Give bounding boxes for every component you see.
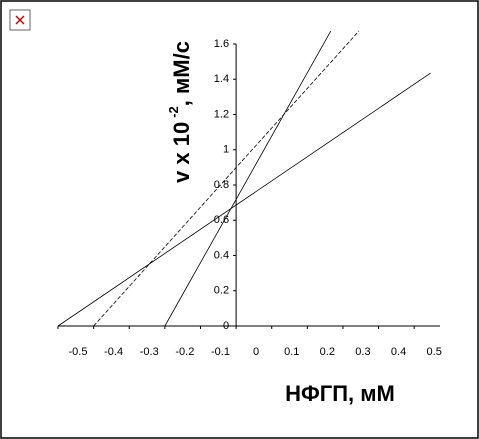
- y-tick-label: 1.2: [214, 108, 229, 120]
- x-tick-label: 0.2: [320, 346, 335, 358]
- x-tick-label: 0.4: [391, 346, 406, 358]
- y-axis-title-exponent: -2: [166, 106, 181, 118]
- data-line: [164, 30, 332, 327]
- x-tick-label: -0.4: [104, 346, 123, 358]
- x-tick-label: -0.3: [140, 346, 159, 358]
- x-tick-label: -0.1: [211, 346, 230, 358]
- x-tick-label: -0.2: [175, 346, 194, 358]
- x-axis-title: НФГП, мМ: [285, 381, 395, 406]
- y-axis-title-unit: , мМ/с: [169, 41, 194, 106]
- y-tick-label: 1.4: [214, 73, 229, 85]
- y-tick-label: 1: [223, 144, 229, 156]
- x-tick-label: 0.1: [284, 346, 299, 358]
- y-axis-title-base: v x 10: [169, 122, 194, 183]
- y-tick-label: 0.6: [214, 214, 229, 226]
- y-tick-label: 1.6: [214, 38, 229, 50]
- y-tick-label: 0.8: [214, 179, 229, 191]
- data-line: [93, 30, 360, 327]
- y-tick-label: 0.4: [214, 249, 229, 261]
- x-tick-label: 0: [253, 346, 259, 358]
- data-line: [57, 72, 431, 327]
- broken-image-icon: [9, 9, 31, 31]
- x-tick-label: 0.3: [355, 346, 370, 358]
- y-tick-label: 0: [223, 320, 229, 332]
- x-tick-label: 0.5: [427, 346, 442, 358]
- y-axis-title: v x 10 -2, мМ/с: [166, 41, 193, 183]
- y-tick-label: 0.2: [214, 285, 229, 297]
- x-tick-label: -0.5: [69, 346, 88, 358]
